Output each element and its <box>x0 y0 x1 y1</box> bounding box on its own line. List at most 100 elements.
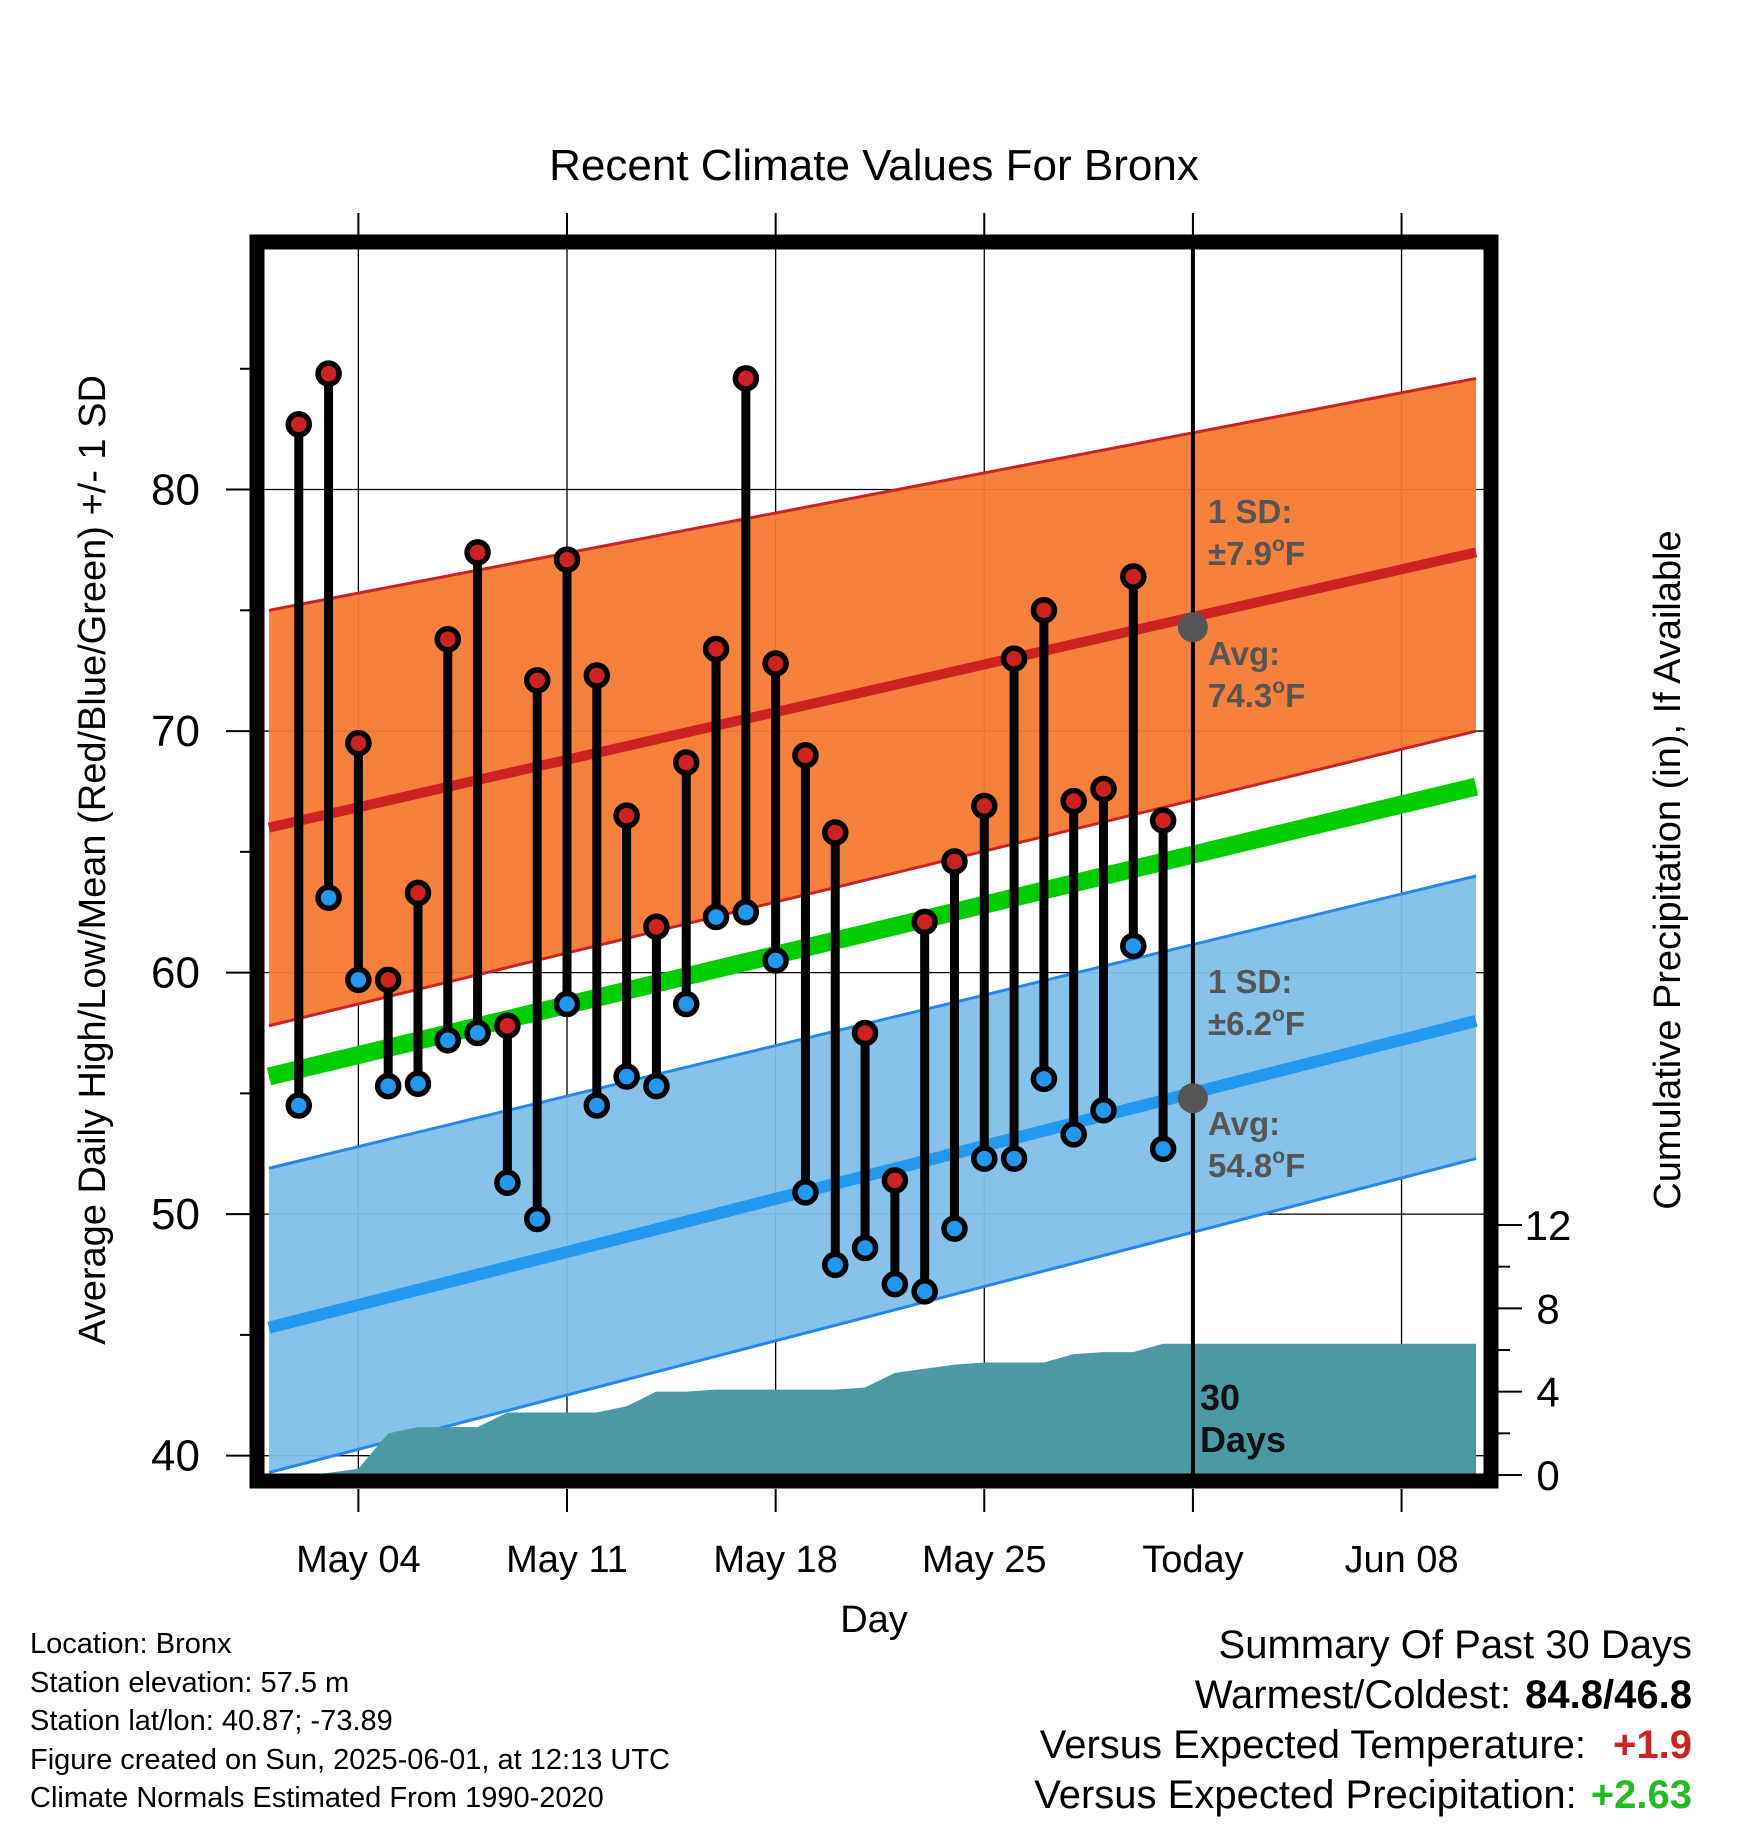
low-point <box>613 1063 640 1090</box>
low-point <box>881 1270 909 1298</box>
low-point <box>345 966 372 994</box>
low-point <box>792 1179 819 1206</box>
low-point <box>643 1072 670 1100</box>
y-tick-label: 50 <box>151 1190 200 1239</box>
normals-text: Climate Normals Estimated From 1990-2020 <box>30 1782 604 1814</box>
low-point <box>285 1092 313 1119</box>
low-point <box>1149 1135 1177 1163</box>
high-point <box>1120 563 1147 590</box>
low-point <box>434 1026 462 1054</box>
latlon-text: Station lat/lon: 40.87; -73.89 <box>30 1705 393 1737</box>
low-sd-band-edge <box>268 1157 1477 1475</box>
low-point <box>702 903 730 931</box>
low-point <box>494 1169 521 1196</box>
low-point <box>523 1205 551 1233</box>
low-point <box>315 884 342 911</box>
high-point <box>434 626 462 653</box>
y2-tick-label: 0 <box>1536 1452 1559 1499</box>
high-avg-annotation: Avg: 74.3oF <box>1208 635 1305 714</box>
y2-tick-label: 8 <box>1536 1285 1559 1332</box>
low-point <box>732 898 760 926</box>
elevation-text: Station elevation: 57.5 m <box>30 1666 350 1699</box>
high-point <box>494 1012 521 1039</box>
low-point <box>404 1070 432 1097</box>
x-axis-label: Day <box>840 1599 908 1641</box>
summary-title: Summary Of Past 30 Days <box>1218 1623 1692 1667</box>
precipitation-row: Versus Expected Precipitation: +2.63 <box>1034 1770 1692 1820</box>
high-point <box>404 879 432 907</box>
high-point <box>672 749 700 776</box>
high-point <box>732 365 760 392</box>
y-tick-label: 60 <box>151 949 200 998</box>
x-tick-label: Jun 08 <box>1344 1539 1458 1581</box>
temperature-label: Versus Expected Temperature: <box>1039 1723 1586 1767</box>
low-avg-annotation: Avg: 54.8oF <box>1208 1105 1305 1184</box>
high-point <box>523 667 551 694</box>
high-point <box>553 546 581 573</box>
warmest-coldest-row: Warmest/Coldest: 84.8/46.8 <box>1034 1670 1692 1720</box>
low-point <box>1090 1097 1117 1124</box>
summary-panel: Summary Of Past 30 Days Warmest/Coldest:… <box>1034 1620 1692 1820</box>
high-point <box>881 1167 909 1194</box>
low-point <box>672 990 700 1018</box>
y-tick-label: 70 <box>151 707 200 756</box>
low-point <box>822 1251 849 1279</box>
high-point <box>1060 787 1087 815</box>
high-point <box>374 966 402 994</box>
high-point <box>1000 645 1028 672</box>
x-tick-label: Today <box>1142 1539 1243 1581</box>
y2-tick-label: 4 <box>1536 1369 1559 1416</box>
today-days-label: 30 Days <box>1200 1377 1286 1460</box>
low-point <box>762 947 789 974</box>
high-point <box>613 802 640 829</box>
low-point <box>374 1072 402 1100</box>
low-point <box>464 1019 491 1047</box>
precipitation-label: Versus Expected Precipitation: <box>1034 1773 1577 1817</box>
created-text: Figure created on Sun, 2025-06-01, at 12… <box>30 1743 670 1776</box>
normal-low-line <box>267 1015 1478 1334</box>
high-point <box>1149 807 1177 834</box>
high-point <box>851 1019 879 1047</box>
x-tick-label: May 18 <box>713 1539 838 1581</box>
normal-high-line <box>267 547 1478 833</box>
high-point <box>315 360 342 387</box>
high-point <box>583 662 611 689</box>
warmest-coldest-label: Warmest/Coldest: <box>1194 1673 1512 1717</box>
y-tick-label: 40 <box>151 1432 200 1481</box>
high-point <box>464 539 491 566</box>
plot-frame <box>249 234 1499 1489</box>
high-point <box>971 792 998 820</box>
low-point <box>911 1278 938 1305</box>
temperature-value: +1.9 <box>1613 1723 1692 1767</box>
chart-title: Recent Climate Values For Bronx <box>549 141 1199 190</box>
precip-area <box>283 1343 1477 1475</box>
high-point <box>911 908 938 936</box>
low-point <box>971 1145 998 1172</box>
location-text: Location: Bronx <box>30 1628 232 1660</box>
high-point <box>762 650 789 677</box>
x-tick-label: May 04 <box>296 1539 421 1581</box>
high-sd-band-edge <box>268 376 1477 612</box>
low-sd-annotation: 1 SD: ±6.2oF <box>1208 963 1305 1042</box>
y-tick-label: 80 <box>151 466 200 515</box>
warmest-coldest-value: 84.8/46.8 <box>1525 1673 1692 1717</box>
high-point <box>1090 775 1117 803</box>
high-point <box>285 411 313 438</box>
high-point <box>1030 597 1058 624</box>
precipitation-value: +2.63 <box>1590 1773 1692 1817</box>
high-sd-annotation: 1 SD: ±7.9oF <box>1208 493 1305 572</box>
low-point <box>1120 932 1147 960</box>
x-tick-label: May 25 <box>922 1539 1047 1581</box>
high-point <box>643 913 670 940</box>
low-point <box>583 1092 611 1119</box>
low-point <box>851 1234 879 1262</box>
low-point <box>1000 1145 1028 1172</box>
low_avg-dot <box>1177 1083 1208 1114</box>
x-tick-label: May 11 <box>506 1539 628 1581</box>
y2-tick-label: 12 <box>1525 1202 1572 1249</box>
y2-axis-label: Cumulative Precipitation (in), If Availa… <box>1647 530 1689 1209</box>
low-point <box>941 1215 968 1242</box>
high_avg-dot <box>1177 612 1208 643</box>
high-point <box>941 848 968 875</box>
high-point <box>822 819 849 846</box>
